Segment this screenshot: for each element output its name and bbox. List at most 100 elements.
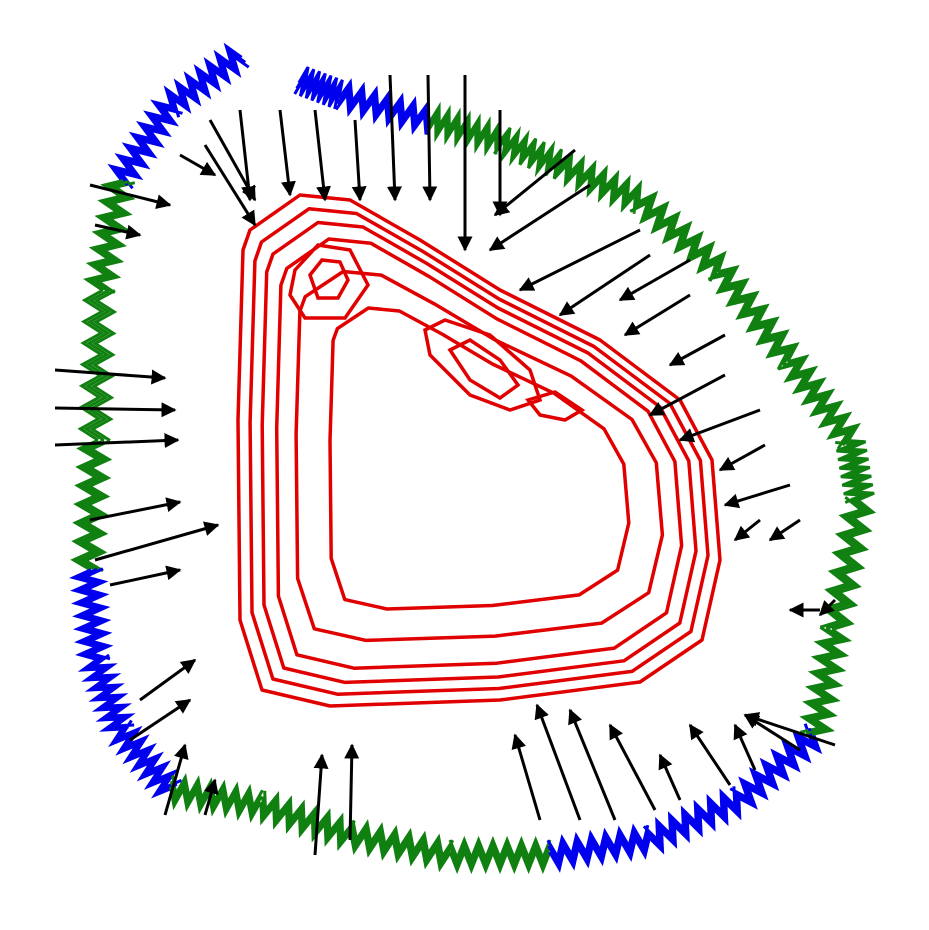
arrow: [558, 253, 651, 317]
boundary-segment: [552, 160, 638, 214]
boundary-segment: [163, 42, 243, 108]
arrow: [511, 733, 542, 821]
boundary-segment: [799, 625, 841, 734]
arrow: [534, 703, 582, 821]
boundary-segment: [426, 107, 499, 152]
boundary-segment: [825, 497, 871, 630]
boundary-segment: [117, 106, 183, 190]
contour: [423, 318, 543, 412]
arrow: [743, 712, 836, 747]
boundary-segment: [717, 264, 800, 363]
boundary-segment: [782, 357, 857, 447]
boundary-segment: [261, 796, 354, 846]
boundary-segment: [83, 655, 130, 730]
boundary-segment: [112, 102, 178, 186]
contour: [248, 207, 710, 696]
arrow: [658, 753, 682, 801]
arrow: [678, 408, 761, 443]
boundary-segment: [89, 289, 118, 442]
arrow: [54, 433, 180, 449]
arrow: [179, 153, 217, 177]
boundary-segment: [811, 628, 853, 736]
boundary-segment: [75, 567, 108, 661]
arrow: [89, 497, 182, 522]
arrow: [129, 698, 192, 742]
boundary-segment: [167, 47, 247, 113]
arrow: [743, 713, 801, 752]
contour: [294, 269, 665, 643]
boundary-segment: [76, 439, 107, 572]
boundary-segment: [169, 784, 262, 824]
boundary-segment: [448, 835, 552, 863]
arrow: [733, 723, 757, 771]
boundary-segment: [171, 772, 264, 812]
arrow: [648, 373, 726, 417]
boundary-segment: [629, 199, 719, 282]
arrows: [54, 74, 837, 856]
boundary-segment: [107, 99, 173, 183]
boundary-segment: [555, 155, 640, 209]
boundary-segment: [69, 568, 102, 662]
boundary-segment: [831, 498, 877, 631]
arrow: [203, 144, 257, 227]
arrow: [163, 743, 189, 816]
contours: [236, 193, 722, 708]
boundary-segment: [647, 797, 742, 855]
boundary-segment: [83, 288, 112, 442]
boundary-segment: [334, 89, 428, 136]
boundary-segment: [337, 78, 431, 124]
boundary-segment: [259, 802, 353, 852]
arrow: [278, 109, 296, 197]
boundary-segment: [297, 66, 344, 99]
boundary-segment: [117, 719, 183, 791]
arrow: [768, 518, 801, 542]
arrow: [313, 753, 329, 856]
arrow: [203, 778, 219, 816]
arrow: [723, 483, 791, 509]
arrow: [109, 565, 182, 587]
contour: [274, 237, 684, 670]
arrow: [618, 258, 691, 302]
boundary-segment: [170, 52, 250, 118]
arrow: [493, 148, 576, 217]
boundary-segment: [846, 439, 875, 502]
arrow: [818, 598, 837, 617]
arrow: [568, 708, 617, 821]
boundary-segment: [89, 653, 136, 728]
boundary-segment: [547, 829, 651, 867]
contour: [236, 193, 722, 708]
boundary-segment: [263, 790, 356, 840]
arrow: [54, 402, 177, 418]
boundary-segment: [82, 439, 113, 573]
arrow: [94, 223, 142, 240]
boundary-segment: [805, 627, 847, 735]
contour: [308, 258, 350, 300]
contour: [525, 390, 586, 422]
boundary-segment: [548, 835, 652, 873]
boundary-segment: [733, 727, 819, 806]
arrow: [422, 74, 438, 202]
arrow: [668, 333, 726, 367]
boundary-segment: [70, 438, 101, 572]
boundary-segment: [633, 195, 723, 278]
boundary-segment: [448, 847, 552, 875]
boundary-segment: [787, 354, 861, 443]
contour: [260, 220, 698, 685]
contour: [288, 243, 371, 320]
boundary-segment: [349, 830, 452, 873]
boundary-segment: [350, 825, 454, 867]
arrow: [89, 183, 172, 210]
boundary-segment: [642, 786, 737, 844]
boundary-ring: [69, 42, 877, 875]
arrow: [608, 723, 657, 811]
boundary-segment: [712, 268, 795, 367]
boundary-segment: [108, 727, 173, 799]
arrow: [623, 293, 691, 337]
boundary-segment: [94, 181, 136, 294]
boundary-segment: [351, 819, 455, 861]
contour: [328, 306, 631, 611]
boundary-segment: [557, 149, 643, 203]
arrow: [208, 119, 257, 202]
boundary-segment: [777, 361, 852, 450]
